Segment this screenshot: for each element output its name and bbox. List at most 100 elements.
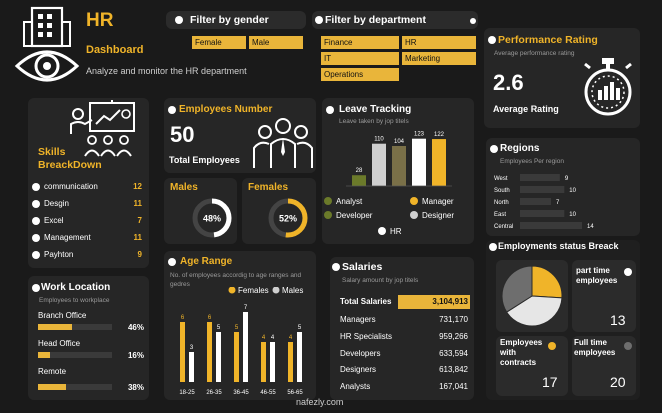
building-eye-icon	[14, 6, 80, 82]
age-bar-label: 5	[217, 325, 221, 331]
location-label: Head Office	[38, 339, 81, 348]
regions-chart: West 9 South 10 North 7 East 10 Central 14	[494, 174, 594, 230]
males-pct-label: 48%	[203, 214, 221, 224]
location-bar	[38, 384, 112, 390]
department-filter-label: Filter by department	[325, 14, 426, 26]
salary-value: 3,104,913	[432, 297, 468, 306]
males-donut-arc	[192, 198, 232, 238]
skill-item: communication 12	[32, 182, 142, 195]
skill-value: 12	[133, 182, 142, 191]
skill-item: Excel 7	[32, 216, 142, 229]
skills-list: communication 12 Desgin 11 Excel 7 Manageme…	[32, 182, 142, 266]
region-label: West	[494, 176, 508, 182]
age-bar	[180, 322, 185, 382]
skill-value: 11	[133, 199, 142, 208]
leave-panel: Leave Tracking Leave taken by jop titels…	[322, 98, 474, 244]
leave-legend-label: Designer	[422, 211, 454, 220]
app-subtitle: Dashboard	[86, 44, 144, 56]
region-value: 10	[569, 188, 576, 194]
department-filter-dot	[315, 16, 323, 24]
skill-label: Management	[44, 233, 91, 242]
age-bar	[207, 322, 212, 382]
skill-dot	[32, 216, 40, 225]
skill-value: 11	[133, 233, 142, 242]
department-filter-it[interactable]: IT	[321, 52, 399, 65]
gender-filter-header: Filter by gender	[166, 11, 306, 29]
location-bar-fill	[38, 324, 73, 330]
age-legend-label: Females	[238, 287, 269, 295]
region-label: Central	[494, 224, 513, 230]
contracts-dot	[548, 342, 556, 350]
app-description: Analyze and monitor the HR department	[86, 66, 247, 76]
status-panel: Employments status Breack part time empl…	[486, 240, 640, 400]
contracts-card: Employees with contracts 17	[496, 336, 568, 396]
salary-label: Total Salaries	[340, 297, 392, 306]
status-pie-slice	[501, 265, 533, 313]
leave-bar	[412, 138, 426, 186]
region-value: 7	[556, 200, 560, 206]
age-category-label: 46-55	[260, 390, 276, 396]
age-bar-label: 7	[244, 305, 248, 311]
skills-panel: Skills BreackDown communication 12 Desgin…	[28, 98, 149, 268]
age-bar	[297, 332, 302, 382]
leave-legend-marker	[378, 227, 386, 235]
salary-value: 633,594	[439, 349, 468, 358]
location-item: Head Office 16%	[38, 337, 144, 363]
females-label: Females	[248, 182, 289, 193]
leave-legend-label: Manager	[422, 197, 454, 206]
age-bar	[189, 352, 194, 382]
department-filter-finance[interactable]: Finance	[321, 36, 399, 49]
status-dot	[489, 243, 497, 251]
salary-value: 613,842	[439, 365, 468, 374]
leave-bar	[352, 175, 366, 186]
females-donut-chart: 52%	[268, 198, 308, 238]
leave-bar-label: 122	[434, 132, 445, 138]
skill-label: Payhton	[44, 250, 74, 259]
salary-label: HR Specialists	[340, 332, 393, 341]
regions-panel: Regions Employees Per region West 9 South 1…	[486, 138, 640, 236]
females-panel: Females 52%	[242, 178, 316, 244]
performance-subtitle: Average performance rating	[494, 50, 575, 57]
department-filter-operations[interactable]: Operations	[321, 68, 399, 81]
work-location-subtitle: Employees to workplace	[39, 297, 110, 304]
age-bar-label: 6	[181, 315, 185, 321]
region-bar	[520, 210, 565, 217]
location-bar	[38, 352, 112, 358]
leave-chart: 28 110 104 123 122 Analyst Manager Developer Des…	[324, 132, 454, 236]
age-panel: Age Range No. of employees accordig to a…	[164, 251, 316, 400]
employees-title: Employees Number	[179, 104, 273, 115]
regions-subtitle: Employees Per region	[500, 158, 564, 165]
salary-row: Managers 731,170	[338, 313, 472, 328]
gender-filter-female[interactable]: Female	[192, 36, 246, 49]
status-title: Employments status Breack	[498, 241, 619, 251]
age-bar-label: 4	[262, 335, 266, 341]
part-time-value: 13	[610, 312, 626, 328]
salary-value: 731,170	[439, 315, 468, 324]
full-time-dot	[624, 342, 632, 350]
performance-panel: Performance Rating Average performance r…	[484, 28, 640, 128]
department-filter-marketing[interactable]: Marketing	[402, 52, 476, 65]
small-dot	[470, 18, 476, 24]
region-value: 10	[569, 212, 576, 218]
salary-value: 167,041	[439, 382, 468, 391]
gender-filter-male[interactable]: Male	[249, 36, 303, 49]
leave-bar-label: 28	[356, 168, 363, 174]
females-donut-arc	[268, 198, 308, 238]
location-bar	[38, 324, 112, 330]
status-pie-box	[496, 260, 568, 332]
skill-dot	[32, 233, 40, 242]
age-bar-label: 4	[271, 335, 275, 341]
skills-title-line2: BreackDown	[38, 159, 102, 171]
age-bar	[243, 312, 248, 382]
salaries-title: Salaries	[342, 261, 383, 273]
hr-logo	[14, 4, 80, 90]
age-title: Age Range	[180, 256, 233, 267]
leave-bar	[392, 146, 406, 186]
employees-value: 50	[170, 122, 195, 147]
employees-caption: Total Employees	[169, 155, 240, 165]
work-location-list: Branch Office 46% Head Office 16% Remote…	[38, 309, 144, 397]
salary-label: Analysts	[340, 382, 371, 391]
department-filter-hr[interactable]: HR	[402, 36, 476, 49]
age-category-label: 18-25	[179, 390, 195, 396]
